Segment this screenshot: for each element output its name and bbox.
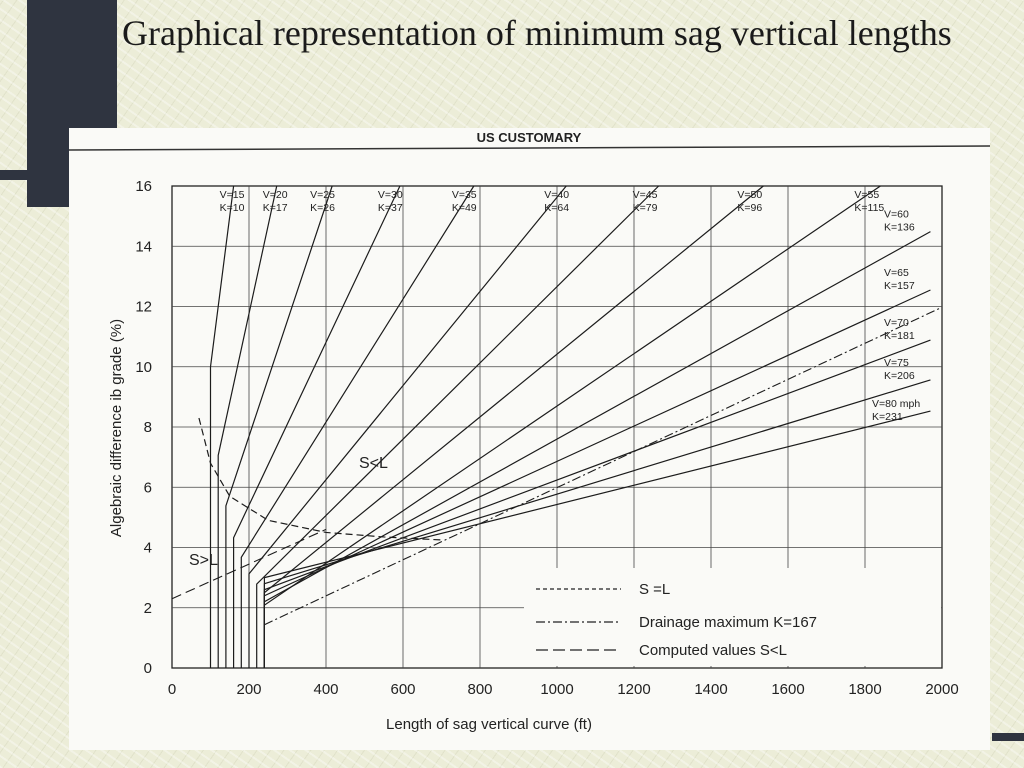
y-tick-label: 8: [144, 419, 152, 436]
speed-label: V=15: [220, 189, 245, 201]
speed-label: V=75: [884, 357, 909, 369]
k-value-label: K=206: [884, 370, 915, 382]
design-speed-line: [217, 185, 278, 668]
k-value-label: K=37: [378, 202, 403, 214]
x-tick-label: 600: [390, 681, 415, 698]
slide-title: Graphical representation of minimum sag …: [122, 13, 952, 53]
speed-label: V=45: [633, 189, 658, 201]
computed-values-line: [171, 528, 327, 600]
speed-label: V=50: [737, 189, 762, 201]
k-value-label: K=157: [884, 280, 915, 292]
k-value-label: K=49: [452, 202, 477, 214]
speed-label: V=70: [884, 317, 909, 329]
x-tick-label: 400: [313, 681, 338, 698]
x-tick-labels: 0 200 400 600 800 1000 1200 1400 1600 1800 2000: [168, 681, 959, 698]
y-tick-label: 10: [135, 359, 152, 376]
design-speed-line: [240, 185, 475, 668]
design-speed-line: [233, 185, 401, 668]
drainage-max-line: [264, 306, 943, 626]
speed-label: V=35: [452, 189, 477, 201]
x-tick-label: 800: [467, 681, 492, 698]
k-value-label: K=231: [872, 411, 903, 423]
y-tick-label: 0: [144, 660, 152, 677]
y-tick-label: 16: [135, 178, 152, 195]
y-tick-label: 4: [144, 540, 152, 557]
k-value-label: K=26: [310, 202, 335, 214]
y-tick-label: 14: [135, 238, 152, 255]
speed-label: V=55: [854, 189, 879, 201]
y-tick-label: 12: [135, 299, 152, 316]
x-tick-label: 200: [236, 681, 261, 698]
chart-legend: S =L Drainage maximum K=167 Computed val…: [524, 568, 941, 666]
y-tick-label: 2: [144, 600, 152, 617]
k-value-label: K=96: [737, 202, 762, 214]
x-axis-label: Length of sag vertical curve (ft): [386, 716, 592, 733]
speed-label: V=60: [884, 209, 909, 221]
k-value-label: K=115: [854, 202, 884, 214]
header-rule: [69, 145, 990, 151]
k-value-label: K=64: [544, 202, 569, 214]
y-axis-label: Algebraic difference ib grade (%): [108, 319, 125, 537]
x-tick-label: 1400: [694, 681, 727, 698]
k-value-label: K=10: [220, 202, 245, 214]
speed-label: V=65: [884, 267, 909, 279]
speed-label: V=30: [378, 189, 403, 201]
s-equals-l-curve: [198, 417, 442, 541]
y-tick-labels: 0 2 4 6 8 10 12 14 16: [135, 178, 152, 677]
legend-label-drainage: Drainage maximum K=167: [639, 614, 817, 631]
k-value-label: K=136: [884, 222, 915, 234]
sag-curve-chart: US CUSTOMARY V=15K=10 V=20K=17 V=25K=26 V=3…: [69, 130, 990, 733]
legend-label-s-equals-l: S =L: [639, 581, 670, 598]
speed-label: V=25: [310, 189, 335, 201]
design-speed-line: [209, 185, 235, 668]
title-rule-left: [0, 170, 30, 180]
s-less-l-label: S<L: [359, 455, 388, 472]
reference-curves: [171, 306, 943, 626]
design-speed-line: [225, 185, 333, 668]
legend-label-computed: Computed values S<L: [639, 642, 787, 659]
speed-label: V=20: [263, 189, 288, 201]
x-tick-label: 1600: [771, 681, 804, 698]
speed-label: V=40: [544, 189, 569, 201]
footer-rule-right: [992, 733, 1024, 741]
chart-title: US CUSTOMARY: [477, 130, 582, 145]
x-tick-label: 1000: [540, 681, 573, 698]
design-speed-line: [263, 410, 931, 668]
x-tick-label: 1800: [848, 681, 881, 698]
x-tick-label: 1200: [617, 681, 650, 698]
design-speed-lines: [209, 185, 931, 668]
k-value-label: K=17: [263, 202, 288, 214]
k-value-label: K=181: [884, 330, 915, 342]
x-tick-label: 0: [168, 681, 176, 698]
design-speed-labels: V=15K=10 V=20K=17 V=25K=26 V=30K=37 V=35K=49…: [220, 189, 921, 423]
s-greater-l-label: S>L: [189, 552, 218, 569]
x-tick-label: 2000: [925, 681, 958, 698]
design-speed-line: [256, 185, 660, 668]
design-speed-line: [248, 185, 567, 668]
y-tick-label: 6: [144, 479, 152, 496]
k-value-label: K=79: [633, 202, 658, 214]
speed-label: V=80 mph: [872, 398, 920, 410]
